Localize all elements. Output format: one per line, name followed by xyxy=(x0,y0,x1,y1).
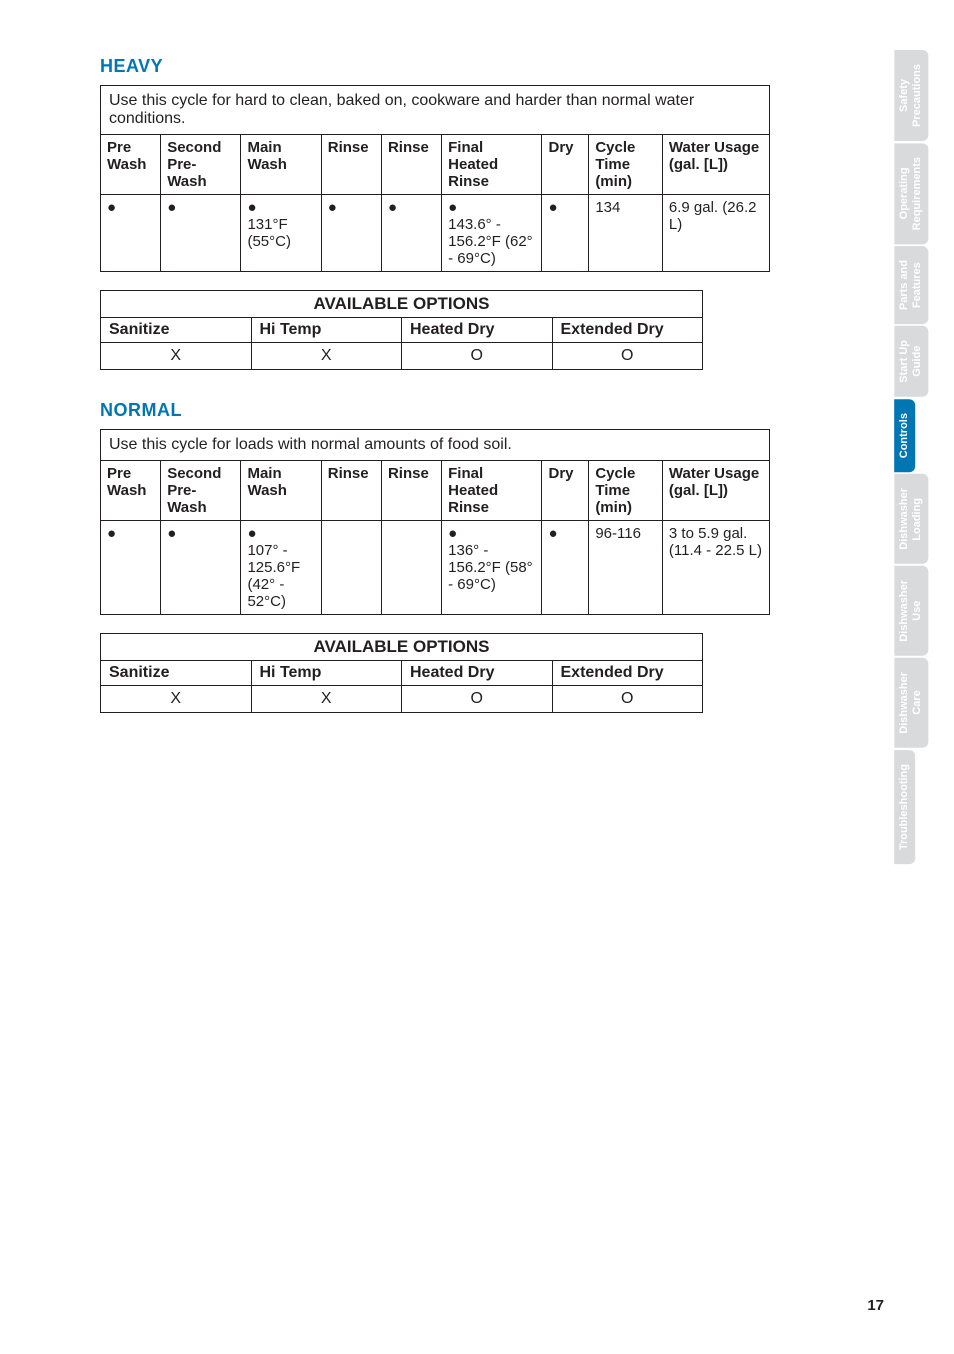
normal-options-table: AVAILABLE OPTIONS Sanitize Hi Temp Heate… xyxy=(100,633,703,713)
ncol-dry: Dry xyxy=(542,461,589,521)
ncol-second-prewash: Second Pre-Wash xyxy=(161,461,241,521)
normal-description: Use this cycle for loads with normal amo… xyxy=(101,430,770,461)
heavy-cell-4: ● xyxy=(381,195,441,272)
col-final-rinse: Final Heated Rinse xyxy=(442,135,542,195)
normal-options-header-row: Sanitize Hi Temp Heated Dry Extended Dry xyxy=(101,661,703,686)
heavy-options-marks: X X O O xyxy=(101,343,703,370)
nopt-heateddry: Heated Dry xyxy=(402,661,553,686)
normal-cell-8: 3 to 5.9 gal. (11.4 - 22.5 L) xyxy=(662,521,769,615)
heavy-header-row: Pre Wash Second Pre-Wash Main Wash Rinse… xyxy=(101,135,770,195)
heavy-cell-6: ● xyxy=(542,195,589,272)
col-second-prewash: Second Pre-Wash xyxy=(161,135,241,195)
normal-opt-mark-1: X xyxy=(251,686,402,713)
col-rinse1: Rinse xyxy=(321,135,381,195)
col-dry: Dry xyxy=(542,135,589,195)
col-water: Water Usage (gal. [L]) xyxy=(662,135,769,195)
ncol-rinse1: Rinse xyxy=(321,461,381,521)
normal-cell-6: ● xyxy=(542,521,589,615)
normal-title: NORMAL xyxy=(100,400,770,421)
normal-cell-0: ● xyxy=(101,521,161,615)
ncol-prewash: Pre Wash xyxy=(101,461,161,521)
heavy-options-header-row: Sanitize Hi Temp Heated Dry Extended Dry xyxy=(101,318,703,343)
opt-hitemp: Hi Temp xyxy=(251,318,402,343)
normal-cell-2: ● 107° - 125.6°F (42° - 52°C) xyxy=(241,521,321,615)
ncol-water: Water Usage (gal. [L]) xyxy=(662,461,769,521)
heavy-options-title: AVAILABLE OPTIONS xyxy=(101,291,703,318)
heavy-options-table: AVAILABLE OPTIONS Sanitize Hi Temp Heate… xyxy=(100,290,703,370)
normal-opt-mark-2: O xyxy=(402,686,553,713)
side-tabs: Safety PrecautionsOperating Requirements… xyxy=(894,50,954,866)
col-prewash: Pre Wash xyxy=(101,135,161,195)
heavy-cell-5: ● 143.6° - 156.2°F (62° - 69°C) xyxy=(442,195,542,272)
nopt-hitemp: Hi Temp xyxy=(251,661,402,686)
opt-extdry: Extended Dry xyxy=(552,318,703,343)
normal-cycle-table: Use this cycle for loads with normal amo… xyxy=(100,429,770,615)
ncol-mainwash: Main Wash xyxy=(241,461,321,521)
heavy-cell-1: ● xyxy=(161,195,241,272)
normal-opt-mark-0: X xyxy=(101,686,252,713)
heavy-cycle-table: Use this cycle for hard to clean, baked … xyxy=(100,85,770,272)
opt-heateddry: Heated Dry xyxy=(402,318,553,343)
col-cycletime: Cycle Time (min) xyxy=(589,135,663,195)
normal-data-row: ● ● ● 107° - 125.6°F (42° - 52°C) ● 136°… xyxy=(101,521,770,615)
ncol-final-rinse: Final Heated Rinse xyxy=(442,461,542,521)
normal-options-marks: X X O O xyxy=(101,686,703,713)
sidetab[interactable]: Safety Precautions xyxy=(894,50,928,141)
normal-cell-3 xyxy=(321,521,381,615)
heavy-opt-mark-3: O xyxy=(552,343,703,370)
normal-cell-5: ● 136° - 156.2°F (58° - 69°C) xyxy=(442,521,542,615)
heavy-cell-3: ● xyxy=(321,195,381,272)
page-number: 17 xyxy=(867,1297,884,1314)
normal-cell-1: ● xyxy=(161,521,241,615)
heavy-cell-0: ● xyxy=(101,195,161,272)
heavy-data-row: ● ● ● 131°F (55°C) ● ● ● 143.6° - 156.2°… xyxy=(101,195,770,272)
heavy-opt-mark-2: O xyxy=(402,343,553,370)
heavy-cell-7: 134 xyxy=(589,195,663,272)
nopt-extdry: Extended Dry xyxy=(552,661,703,686)
sidetab[interactable]: Dishwasher Use xyxy=(894,566,928,656)
ncol-cycletime: Cycle Time (min) xyxy=(589,461,663,521)
col-rinse2: Rinse xyxy=(381,135,441,195)
heavy-cell-2: ● 131°F (55°C) xyxy=(241,195,321,272)
heavy-description: Use this cycle for hard to clean, baked … xyxy=(101,86,770,135)
sidetab[interactable]: Dishwasher Care xyxy=(894,658,928,748)
heavy-cell-8: 6.9 gal. (26.2 L) xyxy=(662,195,769,272)
sidetab[interactable]: Operating Requirements xyxy=(894,143,928,244)
heavy-title: HEAVY xyxy=(100,56,770,77)
sidetab[interactable]: Controls xyxy=(894,399,915,472)
opt-sanitize: Sanitize xyxy=(101,318,252,343)
sidetab[interactable]: Dishwasher Loading xyxy=(894,474,928,564)
col-mainwash: Main Wash xyxy=(241,135,321,195)
heavy-opt-mark-0: X xyxy=(101,343,252,370)
sidetab[interactable]: Start Up Guide xyxy=(894,326,928,397)
normal-options-title: AVAILABLE OPTIONS xyxy=(101,634,703,661)
normal-cell-4 xyxy=(381,521,441,615)
ncol-rinse2: Rinse xyxy=(381,461,441,521)
heavy-opt-mark-1: X xyxy=(251,343,402,370)
nopt-sanitize: Sanitize xyxy=(101,661,252,686)
page-content: HEAVY Use this cycle for hard to clean, … xyxy=(0,0,830,793)
normal-cell-7: 96-116 xyxy=(589,521,663,615)
normal-header-row: Pre Wash Second Pre-Wash Main Wash Rinse… xyxy=(101,461,770,521)
sidetab[interactable]: Parts and Features xyxy=(894,246,928,324)
normal-opt-mark-3: O xyxy=(552,686,703,713)
sidetab[interactable]: Troubleshooting xyxy=(894,750,915,864)
